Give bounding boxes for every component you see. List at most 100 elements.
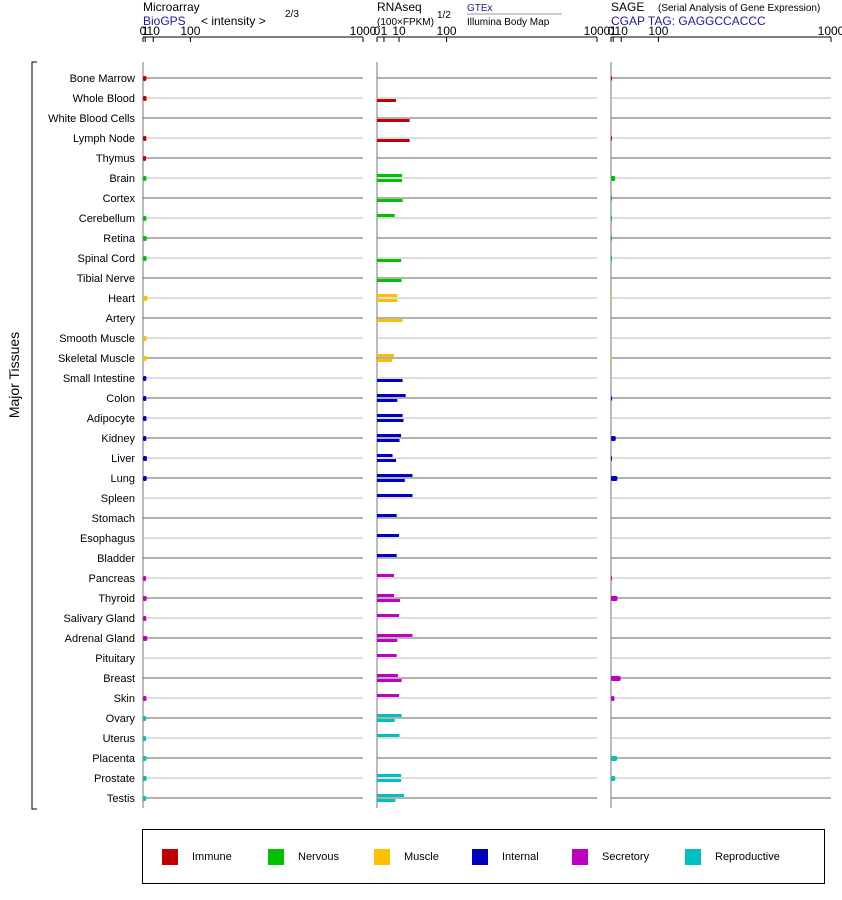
rnaseq-gtex-bar <box>377 179 403 182</box>
microarray-bar <box>143 756 147 761</box>
rnaseq-unit-label: (100×FPKM) <box>377 17 434 28</box>
sage-tick-label: 0 <box>608 24 615 38</box>
sage-bar <box>611 456 612 461</box>
legend-swatch-nervous <box>268 849 284 865</box>
microarray-bar <box>143 356 147 361</box>
rnaseq-gtex-bar <box>377 679 402 682</box>
sage-bar <box>611 256 612 261</box>
sage-tick-label: 10 <box>615 24 629 38</box>
rnaseq-gtex-bar <box>377 259 402 262</box>
rnaseq-gtex-bar <box>377 99 397 102</box>
rnaseq-gtex-bar <box>377 399 398 402</box>
microarray-bar <box>143 456 147 461</box>
microarray-bar <box>143 296 148 301</box>
microarray-bar <box>143 716 147 721</box>
tissue-label: Retina <box>103 233 136 245</box>
microarray-bar <box>143 476 147 481</box>
sage-bar <box>611 596 618 601</box>
rnaseq-ibm-bar <box>377 454 393 457</box>
sage-bar <box>611 576 612 581</box>
sage-bar <box>611 436 616 441</box>
rnaseq-ibm-bar <box>377 514 397 517</box>
rnaseq-ibm-bar <box>377 294 398 297</box>
tissue-label: Thymus <box>96 153 136 165</box>
sage-bar <box>611 236 612 241</box>
sage-bar <box>611 296 612 301</box>
tissue-label: Thyroid <box>98 593 135 605</box>
rnaseq-gtex-bar <box>377 419 404 422</box>
tissue-label: Tibial Nerve <box>77 273 135 285</box>
tissue-label: Testis <box>107 793 136 805</box>
legend-label-nervous: Nervous <box>298 851 339 863</box>
rnaseq-ibm-bar <box>377 614 399 617</box>
rnaseq-gtex-bar <box>377 439 400 442</box>
microarray-tick-label: 1 <box>142 24 149 38</box>
microarray-bar <box>143 696 147 701</box>
microarray-bar <box>143 416 147 421</box>
rnaseq-gtex-bar <box>377 119 410 122</box>
tissue-label: Salivary Gland <box>63 613 135 625</box>
rnaseq-gtex-bar <box>377 139 410 142</box>
microarray-bar <box>143 616 147 621</box>
tissue-label: Adrenal Gland <box>65 633 135 645</box>
rnaseq-gtex-bar <box>377 279 402 282</box>
rnaseq-ibm-bar <box>377 794 404 797</box>
tissue-label: Bladder <box>97 553 135 565</box>
legend-box: Immune Nervous Muscle Internal Secretory… <box>142 829 825 884</box>
rnaseq-ibm-bar <box>377 214 395 217</box>
microarray-tick-label: 100 <box>180 24 200 38</box>
microarray-bar <box>143 736 147 741</box>
legend-item-nervous: Nervous <box>268 849 339 865</box>
rnaseq-ibm-bar <box>377 654 397 657</box>
rnaseq-ibm-bar <box>377 534 399 537</box>
legend-swatch-muscle <box>374 849 390 865</box>
tissue-label: Whole Blood <box>73 93 135 105</box>
legend-label-muscle: Muscle <box>404 851 439 863</box>
legend-item-reproductive: Reproductive <box>685 849 780 865</box>
tissue-label: Skeletal Muscle <box>58 353 135 365</box>
rnaseq-unit-exponent: 1/2 <box>437 10 451 21</box>
rnaseq-gtex-bar <box>377 639 398 642</box>
microarray-bar <box>143 376 147 381</box>
tissue-label: Pituitary <box>95 653 135 665</box>
rnaseq-tick-label: 100 <box>437 24 457 38</box>
sage-bar <box>611 216 612 221</box>
tissue-label: Stomach <box>92 513 135 525</box>
legend-item-muscle: Muscle <box>374 849 439 865</box>
microarray-tick-label: 1000 <box>350 24 377 38</box>
illumina-legend-label: Illumina Body Map <box>467 17 550 28</box>
rnaseq-gtex-bar <box>377 599 401 602</box>
gtex-legend-link[interactable]: GTEx <box>467 3 493 14</box>
legend-item-immune: Immune <box>162 849 232 865</box>
legend-label-reproductive: Reproductive <box>715 851 780 863</box>
sage-tick-label: 1 <box>610 24 617 38</box>
microarray-bar <box>143 176 147 181</box>
sage-bar <box>611 476 618 481</box>
rnaseq-ibm-bar <box>377 414 403 417</box>
tissue-label: Spinal Cord <box>78 253 135 265</box>
microarray-tick-label: 10 <box>147 24 161 38</box>
microarray-bar <box>143 136 147 141</box>
panel-rnaseq: 0 1 10 100 1000 <box>374 24 611 808</box>
tissue-label: Cerebellum <box>79 213 135 225</box>
legend-swatch-immune <box>162 849 178 865</box>
legend-label-secretory: Secretory <box>602 851 650 863</box>
sage-title: SAGE <box>611 0 644 14</box>
rnaseq-gtex-bar <box>377 379 403 382</box>
rnaseq-ibm-bar <box>377 474 413 477</box>
tissue-labels: Bone Marrow Whole Blood White Blood Cells L… <box>48 73 136 805</box>
tissue-label: Colon <box>106 393 135 405</box>
rnaseq-gtex-bar <box>377 779 402 782</box>
microarray-bar <box>143 76 147 81</box>
tissue-label: Pancreas <box>89 573 136 585</box>
sage-tag-link[interactable]: CGAP TAG: GAGGCCACCC <box>611 14 766 28</box>
microarray-source-link[interactable]: BioGPS <box>143 14 186 28</box>
legend-label-internal: Internal <box>502 851 539 863</box>
rnaseq-tick-label: 0 <box>374 24 381 38</box>
rnaseq-gtex-bar <box>377 199 403 202</box>
rnaseq-ibm-bar <box>377 434 402 437</box>
sage-bar <box>611 696 615 701</box>
